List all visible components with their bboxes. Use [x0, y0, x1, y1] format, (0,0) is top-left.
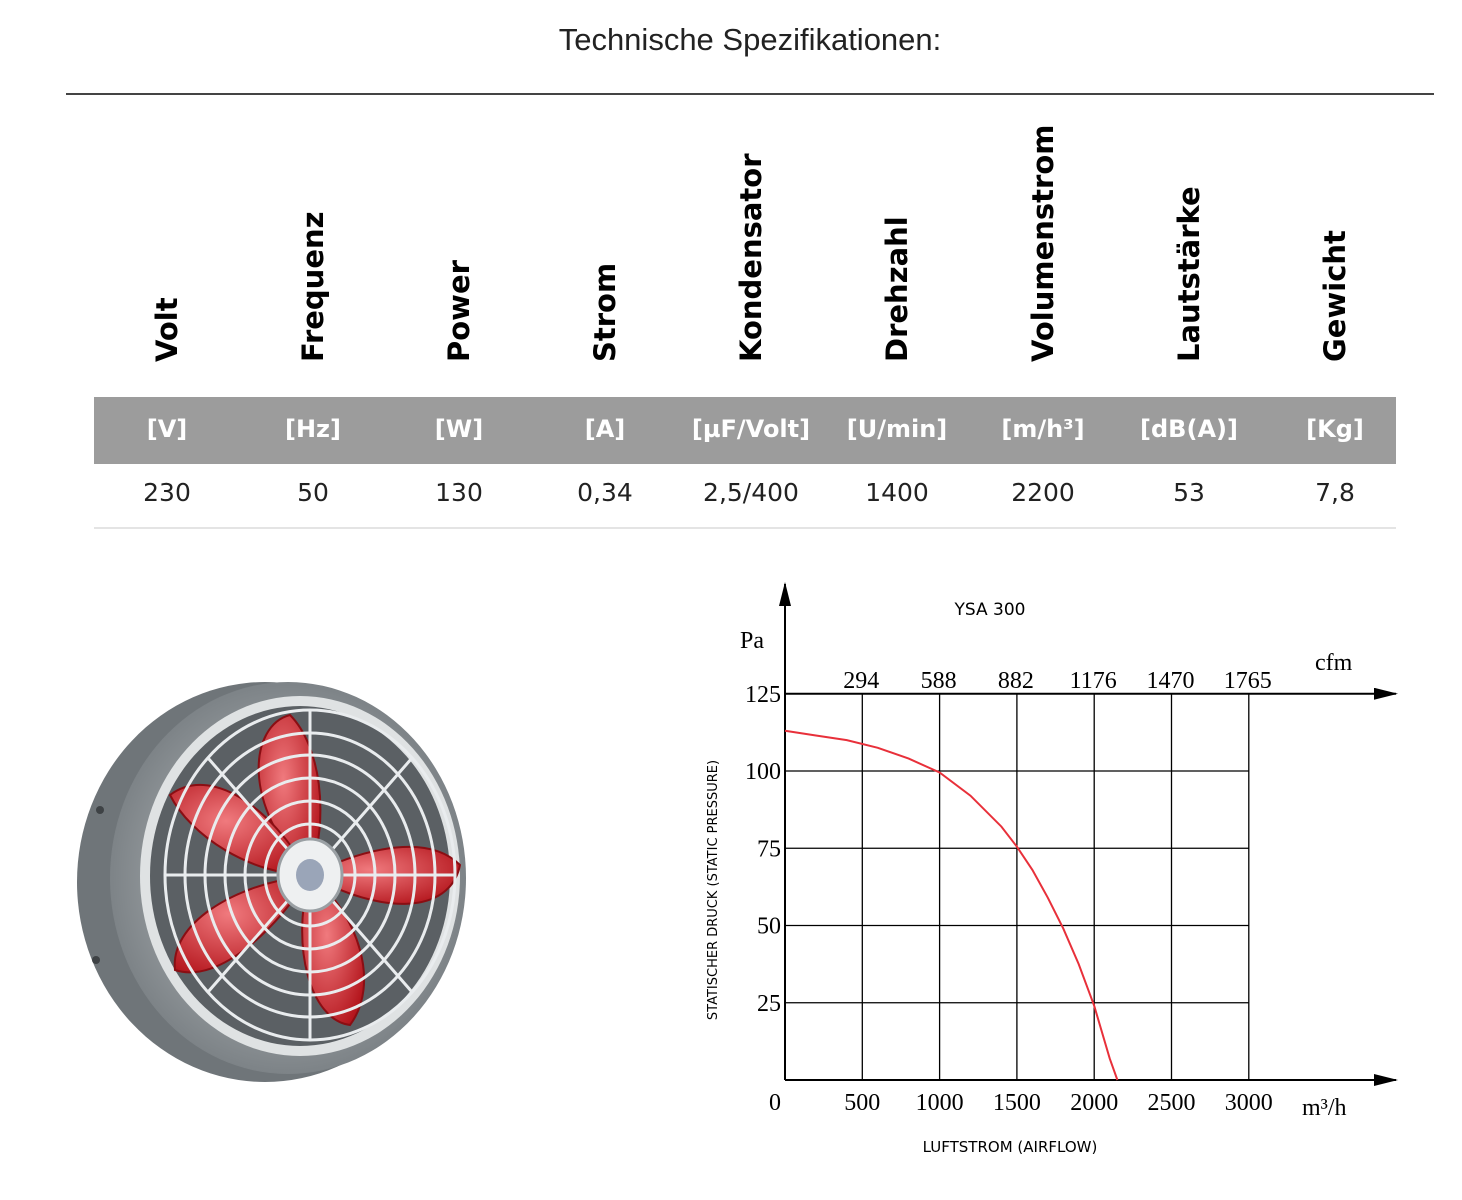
y-axis-label: STATISCHER DRUCK (STATIC PRESSURE): [706, 760, 721, 1020]
value-row: 230 50 130 0,34 2,5/400 1400 2200 53 7,8: [94, 464, 1396, 526]
value-cell: 50: [297, 478, 329, 507]
value-cell: 2,5/400: [703, 478, 799, 507]
y-tick-label: 50: [757, 914, 781, 940]
y-tick-label: 100: [745, 759, 781, 785]
value-cell: 230: [143, 478, 191, 507]
chart-title: YSA 300: [954, 600, 1026, 620]
top-tick-label: 588: [921, 668, 957, 694]
value-cell: 130: [435, 478, 483, 507]
header-label: Gewicht: [1318, 230, 1352, 362]
page-title: Technische Spezifikationen:: [558, 22, 942, 57]
top-tick-label: 294: [843, 668, 879, 694]
y-tick-label: 75: [757, 836, 781, 862]
header-volt: Volt: [94, 150, 240, 396]
x-tick-label: 1500: [993, 1090, 1041, 1116]
y-axis-unit: Pa: [740, 628, 764, 654]
chart-ticks: 0 500 1000 1500 2000 2500 3000 25 50 75 100 125 294 5…: [745, 668, 1273, 1116]
y-tick-label: 25: [757, 991, 781, 1017]
unit-cell: [Kg]: [1306, 415, 1364, 443]
header-label: Kondensator: [734, 153, 768, 362]
unit-cell: [A]: [584, 415, 626, 443]
y-tick-label: 125: [745, 682, 781, 708]
value-cell: 0,34: [577, 478, 633, 507]
header-volumenstrom: Volumenstrom: [970, 125, 1116, 396]
x-axis-unit: m³/h: [1302, 1095, 1347, 1121]
value-cell: 7,8: [1315, 478, 1355, 507]
spec-table: Volt Frequenz Power Strom Kondensator Dr…: [94, 125, 1396, 530]
unit-cell: [Hz]: [285, 415, 341, 443]
unit-cell: [dB(A)]: [1140, 415, 1238, 443]
chart-grid: [785, 693, 1250, 1080]
header-kondensator: Kondensator: [678, 150, 824, 396]
chart-curve: [784, 729, 1119, 1081]
header-label: Frequenz: [296, 211, 330, 362]
value-cell: 1400: [865, 478, 929, 507]
pressure-curve: [784, 729, 1119, 1081]
header-frequenz: Frequenz: [240, 150, 386, 396]
value-cell: 53: [1173, 478, 1205, 507]
unit-cell: [µF/Volt]: [691, 415, 811, 443]
unit-cell: [W]: [434, 415, 484, 443]
header-label: Lautstärke: [1172, 186, 1206, 362]
unit-cell: [U/min]: [846, 415, 948, 443]
header-label: Strom: [588, 262, 622, 362]
header-label: Drehzahl: [880, 216, 914, 362]
header-strom: Strom: [532, 150, 678, 396]
x-tick-label: 0: [769, 1090, 781, 1116]
title-divider: [66, 93, 1434, 95]
header-label: Volt: [150, 297, 184, 362]
x-tick-label: 1000: [916, 1090, 964, 1116]
top-tick-label: 882: [998, 668, 1034, 694]
top-tick-label: 1470: [1147, 668, 1195, 694]
x-tick-label: 2500: [1148, 1090, 1196, 1116]
unit-row: [V] [Hz] [W] [A] [µF/Volt] [U/min] [m/h³…: [94, 397, 1396, 464]
axial-fan-icon: [60, 660, 480, 1100]
performance-chart: 0 500 1000 1500 2000 2500 3000 25 50 75 100 125 294 5…: [690, 570, 1430, 1170]
header-power: Power: [386, 150, 532, 396]
header-label: Volumenstrom: [1026, 124, 1060, 362]
top-axis-unit: cfm: [1315, 650, 1353, 676]
unit-cell: [m/h³]: [1001, 415, 1085, 443]
chart-axes: [779, 582, 1398, 1086]
x-axis-label: LUFTSTROM (AIRFLOW): [923, 1138, 1098, 1156]
header-drehzahl: Drehzahl: [824, 150, 970, 396]
header-label: Power: [442, 260, 476, 362]
top-tick-label: 1176: [1070, 668, 1117, 694]
table-bottom-divider: [94, 527, 1396, 529]
x-tick-label: 3000: [1225, 1090, 1273, 1116]
header-gewicht: Gewicht: [1262, 150, 1408, 396]
x-tick-label: 2000: [1070, 1090, 1118, 1116]
header-lautstaerke: Lautstärke: [1116, 150, 1262, 396]
x-tick-label: 500: [844, 1090, 880, 1116]
top-tick-label: 1765: [1224, 668, 1272, 694]
unit-cell: [V]: [146, 415, 188, 443]
value-cell: 2200: [1011, 478, 1075, 507]
